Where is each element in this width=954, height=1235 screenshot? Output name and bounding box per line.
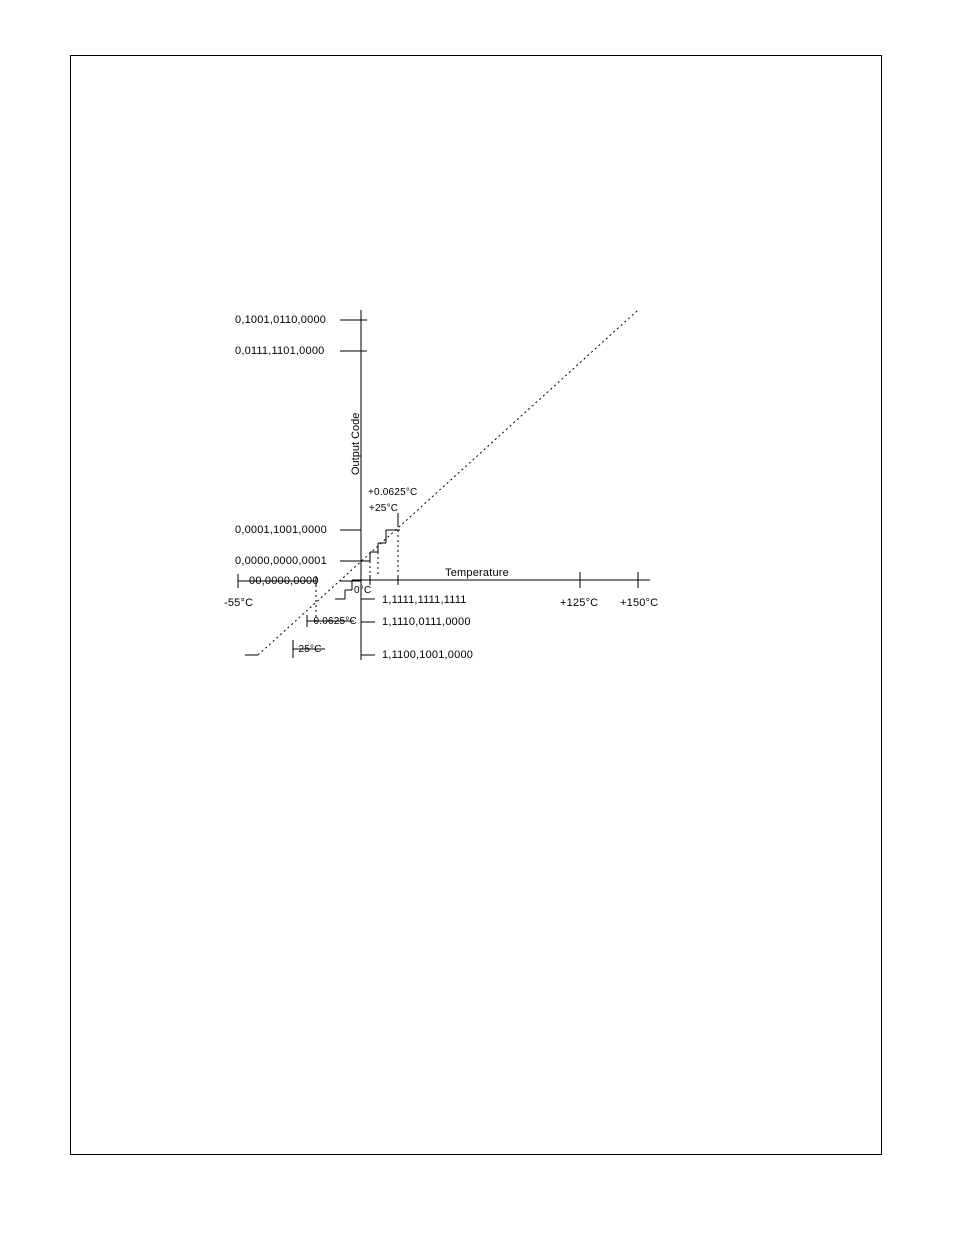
ycode-0: 0,1001,0110,0000 <box>235 314 326 326</box>
ycode-4: 00,0000,0000 <box>249 575 319 587</box>
pos-small-25: +25°C <box>369 503 398 514</box>
pos-small-0625: +0.0625°C <box>368 487 417 498</box>
neg-small-25: -25°C <box>295 644 322 655</box>
page: Output Code Temperature +125°C +150°C -5… <box>0 0 954 1235</box>
x-tick-125: +125°C <box>560 597 598 609</box>
x-tick-150: +150°C <box>620 597 658 609</box>
ycode-2: 0,0001,1001,0000 <box>235 524 327 536</box>
x-axis-label: Temperature <box>445 567 509 579</box>
x-tick-neg55: -55°C <box>224 597 253 609</box>
y-axis-label: Output Code <box>350 413 362 475</box>
neg-small-0625: -0.0625°C <box>310 616 357 627</box>
ycode-r0: 1,1111,1111,1111 <box>382 594 467 606</box>
figure-svg <box>0 0 954 1235</box>
ycode-1: 0,0111,1101,0000 <box>235 345 324 357</box>
ycode-r2: 1,1100,1001,0000 <box>382 649 473 661</box>
ycode-3: 0,0000,0000,0001 <box>235 555 327 567</box>
x-zero-label: 0°C <box>354 585 371 596</box>
ycode-r1: 1,1110,0111,0000 <box>382 616 471 628</box>
